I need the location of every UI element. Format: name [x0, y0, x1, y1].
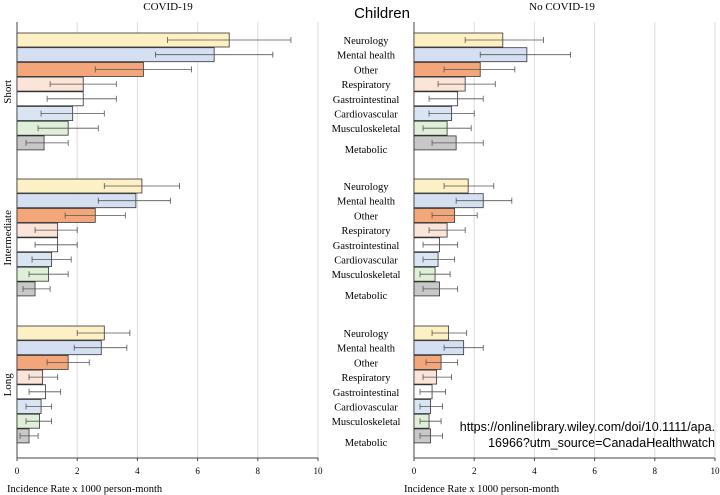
x-tick-label: 0 [412, 466, 417, 476]
category-label-neurology: Neurology [344, 36, 390, 47]
category-label-respiratory: Respiratory [342, 373, 392, 384]
x-tick-label: 2 [472, 466, 477, 476]
source-url-line1: https://onlinelibrary.wiley.com/doi/10.1… [460, 420, 715, 434]
panel-title: No COVID-19 [529, 1, 595, 13]
category-label-musculoskeletal: Musculoskeletal [332, 417, 401, 428]
panel-no-covid-19: No COVID-19 0 2 4 6 8 10 Incidence Rate x 1000 … [404, 1, 720, 495]
category-label-respiratory: Respiratory [342, 80, 392, 91]
x-tick-label: 8 [653, 466, 658, 476]
x-tick-label: 6 [195, 466, 200, 476]
group-intermediate [413, 178, 513, 297]
x-tick-label: 6 [592, 466, 597, 476]
category-label-gastrointestinal: Gastrointestinal [333, 241, 400, 252]
x-tick-label: 10 [711, 466, 720, 476]
category-label-gastrointestinal: Gastrointestinal [333, 95, 400, 106]
category-label-mental-health: Mental health [337, 197, 396, 208]
source-url-line2: 16966?utm_source=CanadaHealthwatch [488, 436, 715, 450]
x-tick-label: 8 [256, 466, 261, 476]
category-label-respiratory: Respiratory [342, 226, 392, 237]
panel-covid-19: COVID-19 0 2 4 6 8 10 Incidence Rate x 1000 per… [7, 1, 323, 495]
period-label-long: Long [2, 373, 14, 397]
x-tick-label: 4 [532, 466, 537, 476]
category-label-metabolic: Metabolic [345, 438, 388, 449]
category-label-musculoskeletal: Musculoskeletal [332, 270, 401, 281]
category-label-metabolic: Metabolic [345, 145, 388, 156]
group-long [16, 325, 131, 444]
category-label-other: Other [354, 211, 378, 222]
category-label-cardiovascular: Cardiovascular [334, 256, 398, 267]
category-label-gastrointestinal: Gastrointestinal [333, 388, 400, 399]
x-tick-label: 0 [15, 466, 20, 476]
category-label-metabolic: Metabolic [345, 291, 388, 302]
x-tick-label: 4 [135, 466, 140, 476]
category-label-neurology: Neurology [344, 182, 390, 193]
category-label-cardiovascular: Cardiovascular [334, 403, 398, 414]
category-label-cardiovascular: Cardiovascular [334, 110, 398, 121]
period-label-intermediate: Intermediate [2, 210, 14, 266]
group-intermediate [16, 178, 180, 297]
group-short [413, 32, 571, 151]
x-tick-label: 10 [314, 466, 324, 476]
x-axis-label: Incidence Rate x 1000 person-month [404, 484, 560, 495]
category-label-neurology: Neurology [344, 329, 390, 340]
category-label-musculoskeletal: Musculoskeletal [332, 124, 401, 135]
category-label-mental-health: Mental health [337, 344, 396, 355]
x-axis-label: Incidence Rate x 1000 person-month [7, 484, 163, 495]
period-label-short: Short [2, 80, 14, 104]
category-label-other: Other [354, 358, 378, 369]
chart-title: Children [354, 5, 410, 22]
x-tick-label: 2 [75, 466, 80, 476]
category-label-mental-health: Mental health [337, 51, 396, 62]
panel-title: COVID-19 [143, 1, 193, 13]
category-label-other: Other [354, 65, 378, 76]
group-long [413, 325, 484, 444]
group-short [16, 32, 292, 151]
